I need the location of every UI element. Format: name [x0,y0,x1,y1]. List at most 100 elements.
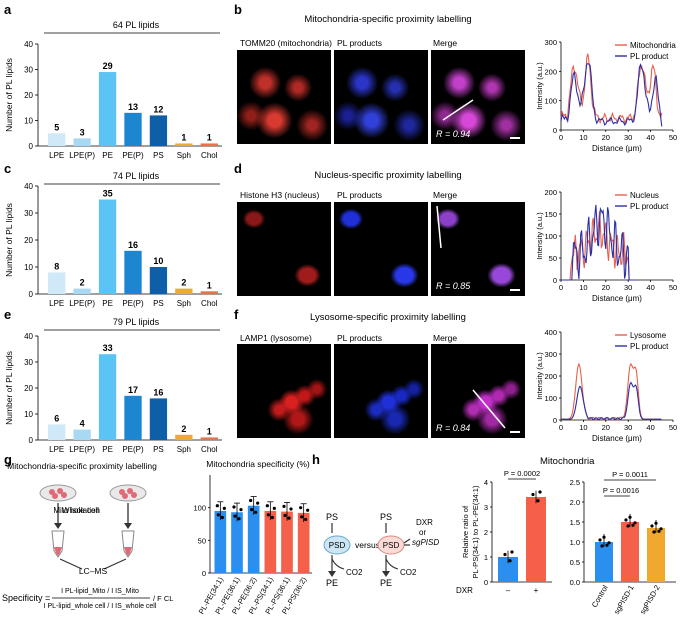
ps-label-left: PS [326,512,338,522]
x-tick-label: 20 [602,283,610,292]
y-axis-label: Number of PL lipids [4,203,14,277]
panel-b-channel3-label: Merge [433,38,458,48]
bar-sph [175,143,193,146]
x-tick-label: LPE(P) [69,299,95,308]
bar-chart-e: 0 10 20 30 40 Number of PL lipids 79 PL lipids… [4,317,222,454]
series-line-pl-product [560,62,663,127]
x-tick-label: Sph [177,445,191,454]
legend-entry: Lysosome [630,331,667,340]
bar-value-label: 1 [181,132,186,142]
y-tick-label: 300 [544,38,557,47]
data-point [306,508,310,512]
x-tick-label: 30 [624,283,632,292]
bar-value-label: 13 [128,102,138,112]
series-line-pl-product [561,381,662,421]
psd-enzyme-left [323,535,351,555]
versus-label: versus [355,540,380,550]
x-tick-label: 40 [646,133,654,142]
x-axis-label: DXR [456,586,473,595]
scale-bar-b [510,137,520,139]
x-tick-label: Sph [177,151,191,160]
data-point [538,490,542,494]
data-point [254,510,258,514]
scale-bar-d [510,289,520,291]
x-tick-label: 40 [646,423,654,432]
y-tick-label: 20 [24,236,33,245]
x-tick-label: 20 [602,133,610,142]
panel-letter-a: a [4,2,12,17]
x-tick-label: 20 [602,423,610,432]
data-point [654,521,658,525]
data-point [265,504,269,508]
y-tick-label: 0 [484,578,488,587]
x-tick-label: PE [102,445,113,454]
data-point [650,524,654,528]
bar-value-label: 16 [128,240,138,250]
bar-value-label: 2 [80,278,85,288]
y-tick-label: 0.5 [570,558,580,567]
panel-d-channel2-label: PL products [337,190,383,200]
x-tick-label: LPE(P) [69,151,95,160]
y-tick-label: 30 [24,209,33,218]
bar-ps [149,267,168,294]
bar-value-label: 5 [54,122,59,132]
x-tick-label: 10 [579,133,587,142]
chart-title: 74 PL lipids [113,171,160,181]
x-tick-label: 30 [624,423,632,432]
legend-entry: PL product [630,52,669,61]
y-tick-label: 200 [544,372,557,381]
bar-value-label: 2 [181,278,186,288]
x-tick-label: 0 [559,283,563,292]
bar-sgpisd-2 [647,528,665,582]
x-tick-label: sgPISD-1 [612,584,636,616]
data-point [600,544,604,548]
specificity-fcl: / F CL [153,594,173,603]
bar-chol [200,291,218,294]
y-tick-label: 1.0 [570,538,580,547]
data-point [232,505,236,509]
y-tick-label: 10 [24,410,33,419]
series-line-lysosome [561,362,662,421]
bar-pe [98,354,117,440]
panel-letter-c: c [4,161,12,176]
y-tick-label: 3 [484,503,488,512]
x-tick-label: Chol [201,299,218,308]
x-axis-label: Distance (μm) [592,144,642,153]
bar-pe(p) [124,395,142,440]
bar-ps [149,115,168,146]
bar-sph [175,434,193,440]
panel-f-channel3-label: Merge [433,333,458,343]
y-tick-label: 50 [549,254,557,263]
bar-value-label: 10 [153,256,163,266]
bar-pl-pe-36-2- [247,505,260,573]
data-point [287,516,291,520]
bar-pe(p) [124,112,142,146]
data-point [239,508,243,512]
x-tick-label: PE [102,299,113,308]
data-point [216,513,220,517]
data-point [256,501,260,505]
schematic-h: PS PSD PE CO2 versus PS PSD DXR or sgPIS… [323,512,439,588]
bar-ps [149,398,168,440]
data-point [222,506,226,510]
chart-title: 79 PL lipids [113,317,160,327]
bar-chol [200,143,218,146]
panel-letter-b: b [234,2,242,17]
bar-lpe [48,424,66,440]
panel-letter-g: g [4,452,12,467]
y-tick-label: 100 [544,232,557,241]
y-tick-label: 300 [544,350,557,359]
bar-chart-h1: 0 1 2 3 4 Relative ratio of PL-PS(34:1) to PL-… [456,469,552,595]
bar-lpe(p) [73,429,91,440]
bar-lpe(p) [73,288,91,294]
bar-value-label: 2 [181,424,186,434]
data-point [598,538,602,542]
data-point [628,515,632,519]
correlation-b: R = 0.94 [436,129,471,139]
bar-pe [98,72,117,146]
p-value-label: P = 0.0011 [612,470,648,479]
panel-b-title: Mitochondria-specific proximity labellin… [304,14,472,25]
merge-image-b [431,50,525,144]
data-point [605,543,609,547]
y-tick-label: 0 [202,569,206,578]
